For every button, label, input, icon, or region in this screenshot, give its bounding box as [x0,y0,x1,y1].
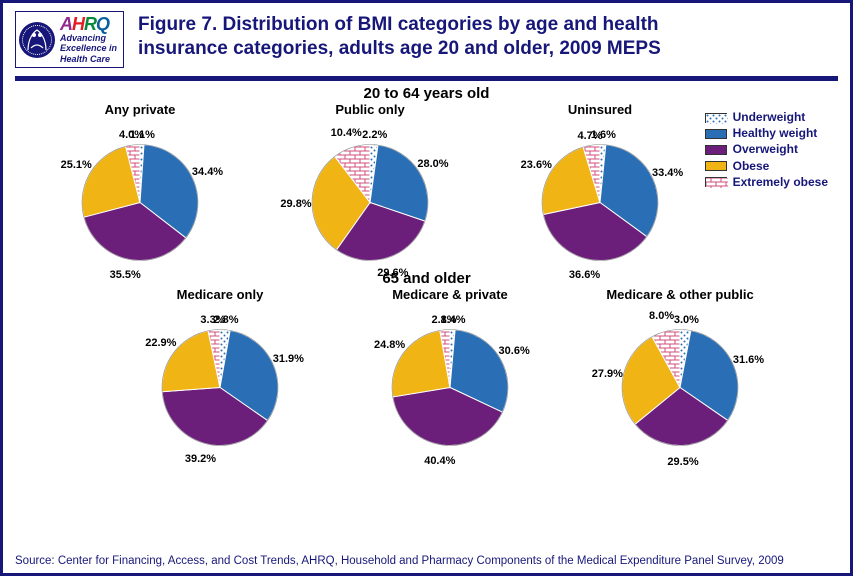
pie-label-obese: 23.6% [521,159,552,171]
ahrq-q: Q [96,14,109,34]
legend: Underweight Healthy weight Overweight Obese… [705,111,828,192]
ahrq-tagline-3: Health Care [60,55,117,64]
charts-row-2: Medicare only2.8%31.9%39.2%22.9%3.3%Medi… [15,287,838,459]
ahrq-tagline-2: Excellence in [60,44,117,53]
logo-box: AHRQ Advancing Excellence in Health Care [15,11,124,68]
pie-label-extreme: 4.7% [577,130,602,142]
pie-label-underweight: 3.0% [674,314,699,326]
legend-label-1: Healthy weight [733,127,818,140]
legend-label-3: Obese [733,160,770,173]
legend-swatch-4 [705,177,727,187]
legend-swatch-3 [705,161,727,171]
pie-label-obese: 29.8% [280,198,311,210]
ahrq-tagline-1: Advancing [60,34,117,43]
pie-label-healthy: 31.6% [733,354,764,366]
row1-pie-2: 1.6%33.4%36.6%23.6%4.7% [495,119,705,274]
pie-label-healthy: 28.0% [417,158,448,170]
pie-label-healthy: 30.6% [499,345,530,357]
ahrq-text: AHRQ Advancing Excellence in Health Care [60,15,117,64]
pie-label-healthy: 34.4% [192,166,223,178]
pie-label-healthy: 33.4% [652,167,683,179]
row1-chart-1: Public only2.2%28.0%29.6%29.8%10.4% [255,102,485,274]
legend-item-0: Underweight [705,111,828,124]
legend-swatch-2 [705,145,727,155]
divider-rule [15,76,838,81]
hhs-seal-svg [19,22,55,58]
row2-chart-title-1: Medicare & private [335,287,565,302]
row1-chart-2: Uninsured1.6%33.4%36.6%23.6%4.7% [485,102,715,274]
pie-label-overweight: 36.6% [569,269,600,281]
hhs-seal-icon [19,22,55,58]
pie-label-overweight: 29.6% [377,267,408,279]
pie-label-extreme: 4.0% [119,129,144,141]
pie-label-obese: 24.8% [374,339,405,351]
legend-swatch-0 [705,113,727,123]
legend-item-1: Healthy weight [705,127,828,140]
section-title-1: 20 to 64 years old [15,85,838,102]
ahrq-h: H [72,14,84,34]
row1-chart-0: Any private1.1%34.4%35.5%25.1%4.0% [25,102,255,274]
header: AHRQ Advancing Excellence in Health Care… [3,3,850,74]
pie-label-obese: 27.9% [592,368,623,380]
legend-item-3: Obese [705,160,828,173]
legend-label-2: Overweight [733,143,798,156]
row2-chart-2: Medicare & other public3.0%31.6%29.5%27.… [565,287,795,459]
source-note: Source: Center for Financing, Access, an… [15,555,838,567]
legend-item-4: Extremely obese [705,176,828,189]
row1-pie-1: 2.2%28.0%29.6%29.8%10.4% [265,119,475,274]
ahrq-r: R [84,14,96,34]
legend-item-2: Overweight [705,143,828,156]
row1-chart-title-0: Any private [25,102,255,117]
pie-label-extreme: 8.0% [649,310,674,322]
pie-label-overweight: 40.4% [424,455,455,467]
legend-swatch-1 [705,129,727,139]
row2-chart-title-2: Medicare & other public [565,287,795,302]
pie-label-overweight: 39.2% [185,453,216,465]
pie-label-obese: 25.1% [61,159,92,171]
row2-chart-1: Medicare & private1.4%30.6%40.4%24.8%2.8… [335,287,565,459]
ahrq-logo-text: AHRQ [60,15,117,33]
pie-label-extreme: 10.4% [331,127,362,139]
pie-label-overweight: 29.5% [667,456,698,468]
ahrq-a: A [60,14,72,34]
pie-label-obese: 22.9% [145,337,176,349]
row2-pie-2: 3.0%31.6%29.5%27.9%8.0% [575,304,785,459]
pie-label-extreme: 2.8% [431,314,456,326]
pie-label-overweight: 35.5% [110,269,141,281]
pie-label-extreme: 3.3% [200,314,225,326]
row2-pie-0: 2.8%31.9%39.2%22.9%3.3% [115,304,325,459]
row2-chart-title-0: Medicare only [105,287,335,302]
pie-label-healthy: 31.9% [273,353,304,365]
pie-label-underweight: 2.2% [362,129,387,141]
figure-title: Figure 7. Distribution of BMI categories… [138,13,718,61]
figure-frame: AHRQ Advancing Excellence in Health Care… [0,0,853,576]
row1-chart-title-1: Public only [255,102,485,117]
row1-chart-title-2: Uninsured [485,102,715,117]
row2-pie-1: 1.4%30.6%40.4%24.8%2.8% [345,304,555,459]
row2-chart-0: Medicare only2.8%31.9%39.2%22.9%3.3% [105,287,335,459]
row1-pie-0: 1.1%34.4%35.5%25.1%4.0% [35,119,245,274]
legend-label-4: Extremely obese [733,176,828,189]
legend-label-0: Underweight [733,111,806,124]
